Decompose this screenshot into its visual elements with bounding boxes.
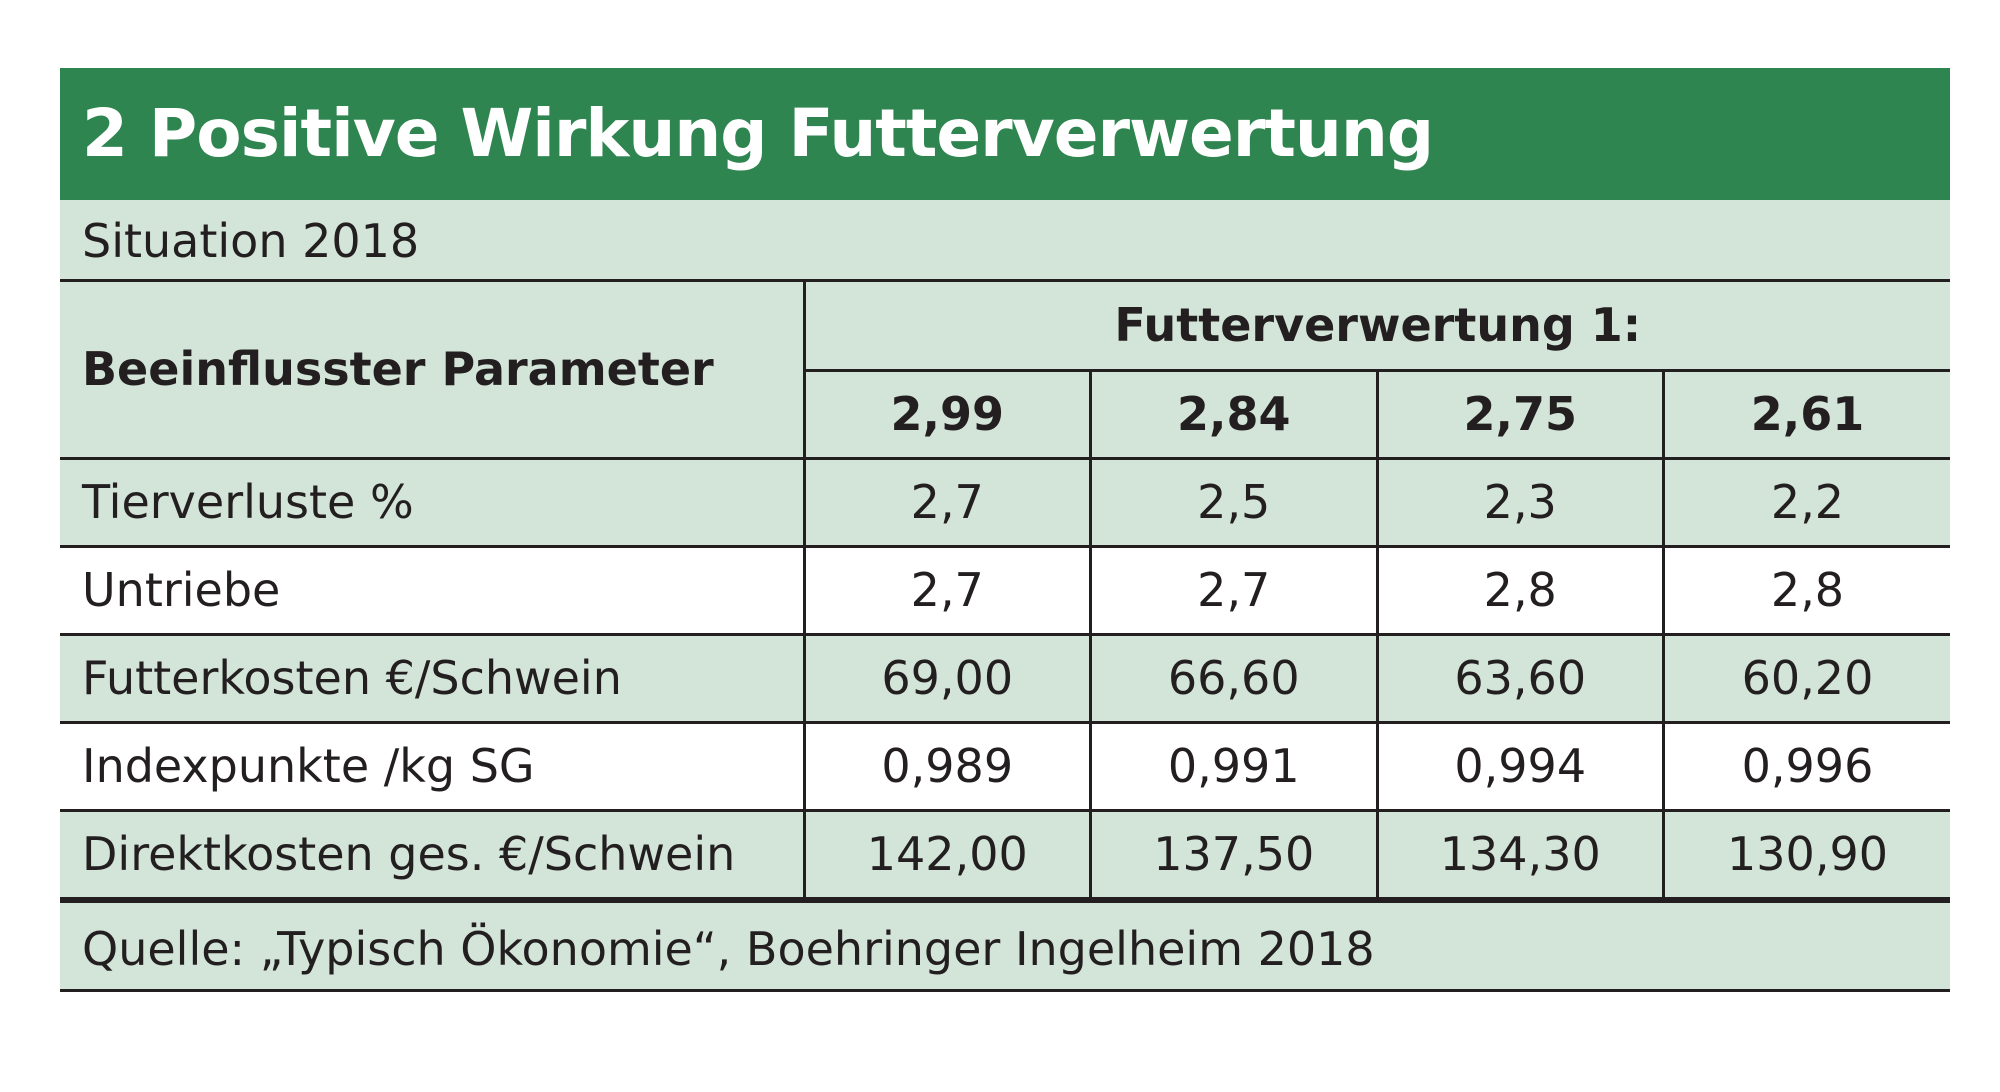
table-row: Futterkosten €/Schwein 69,00 66,60 63,60… (60, 632, 1951, 724)
table-cell: 2,2 (1662, 458, 1951, 548)
row-label: Tierverluste % (60, 458, 806, 548)
header-row-values: 2,99 2,84 2,75 2,61 (60, 368, 1951, 460)
row-label: Untriebe (60, 544, 806, 636)
row-label: Futterkosten €/Schwein (60, 632, 806, 724)
column-header-2: 2,84 (1089, 368, 1379, 460)
table-row: Direktkosten ges. €/Schwein 142,00 137,5… (60, 808, 1951, 900)
table-cell: 66,60 (1089, 632, 1379, 724)
source-note: Quelle: „Typisch Ökonomie“, Boehringer I… (60, 899, 1950, 992)
data-table: Beeinflusster Parameter Futterverwertung… (60, 282, 1951, 900)
table-cell: 130,90 (1662, 808, 1951, 900)
table-cell: 60,20 (1662, 632, 1951, 724)
table-cell: 2,7 (802, 458, 1092, 548)
table-cell: 137,50 (1089, 808, 1379, 900)
row-label: Direktkosten ges. €/Schwein (60, 808, 806, 900)
column-header-3: 2,75 (1375, 368, 1665, 460)
column-header-1: 2,99 (804, 368, 1092, 460)
table-cell: 2,8 (1662, 544, 1951, 636)
table-cell: 2,3 (1375, 458, 1665, 548)
table-cell: 142,00 (802, 808, 1092, 900)
table-cell: 2,8 (1375, 544, 1665, 636)
header-row-group: Beeinflusster Parameter Futterverwertung… (60, 282, 1951, 460)
table-row: Tierverluste % 2,7 2,5 2,3 2,2 (60, 458, 1951, 548)
group-column-header: Futterverwertung 1: (802, 282, 1951, 372)
table-cell: 2,7 (802, 544, 1092, 636)
table-cell: 2,7 (1089, 544, 1379, 636)
table-cell: 69,00 (802, 632, 1092, 724)
table-row: Untriebe 2,7 2,7 2,8 2,8 (60, 544, 1951, 636)
table-cell: 0,994 (1375, 720, 1665, 812)
table-cell: 0,996 (1662, 720, 1951, 812)
table-cell: 2,5 (1089, 458, 1379, 548)
row-label: Indexpunkte /kg SG (60, 720, 806, 812)
figure-subtitle: Situation 2018 (60, 200, 1950, 282)
table-cell: 63,60 (1375, 632, 1665, 724)
table-cell: 0,991 (1089, 720, 1379, 812)
figure-title: 2 Positive Wirkung Futterverwertung (60, 68, 1950, 200)
table-cell: 0,989 (802, 720, 1092, 812)
column-header-4: 2,61 (1662, 368, 1951, 460)
param-column-header: Beeinflusster Parameter (60, 282, 806, 460)
table-figure: 2 Positive Wirkung Futterverwertung Situ… (60, 68, 1951, 992)
table-row: Indexpunkte /kg SG 0,989 0,991 0,994 0,9… (60, 720, 1951, 812)
table-cell: 134,30 (1375, 808, 1665, 900)
